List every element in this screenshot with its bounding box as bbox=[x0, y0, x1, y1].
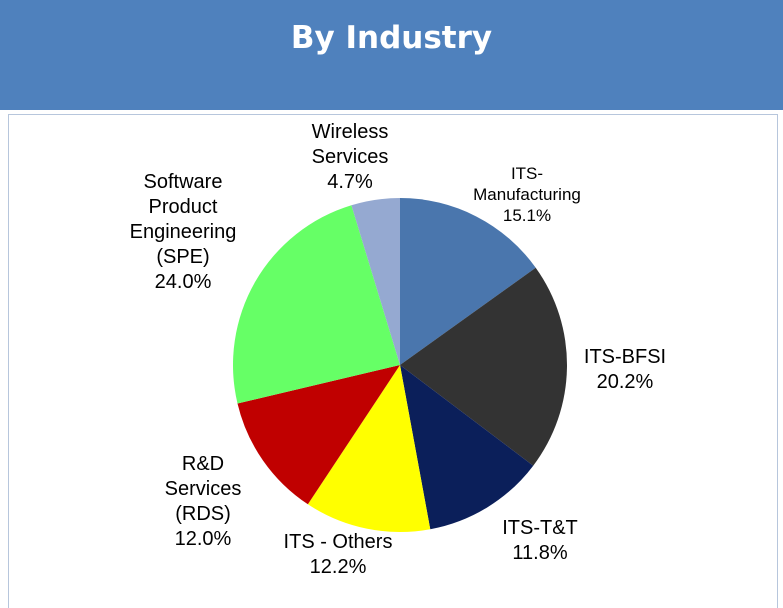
pie-slice bbox=[237, 365, 400, 505]
category-label: R&D Services (RDS) bbox=[164, 453, 242, 525]
pie-slice bbox=[400, 267, 567, 466]
value-label: 24.0% bbox=[154, 271, 212, 293]
value-label: 12.2% bbox=[309, 556, 367, 578]
slice-label: ITS-T&T 11.8% bbox=[502, 516, 578, 566]
value-label: 4.7% bbox=[327, 171, 373, 193]
value-label: 11.8% bbox=[512, 542, 568, 564]
pie-slice bbox=[400, 365, 534, 530]
category-label: ITS - Others bbox=[283, 531, 393, 553]
pie-slice bbox=[307, 365, 431, 532]
pie-slice bbox=[233, 205, 400, 404]
category-label: Wireless Services bbox=[311, 121, 389, 168]
pie-slice bbox=[351, 198, 400, 365]
header bbox=[0, 0, 783, 110]
chart-panel bbox=[8, 114, 778, 608]
value-label: 20.2% bbox=[596, 371, 654, 393]
category-label: Software Product Engineering (SPE) bbox=[129, 171, 237, 268]
slice-label: Wireless Services 4.7% bbox=[312, 120, 389, 195]
value-label: 12.0% bbox=[174, 528, 232, 550]
value-label: 15.1% bbox=[502, 206, 552, 225]
category-label: ITS-BFSI bbox=[583, 346, 667, 368]
chart-title: By Industry bbox=[290, 20, 493, 56]
slice-label: ITS - Others 12.2% bbox=[284, 530, 393, 580]
slice-label: Software Product Engineering (SPE) 24.0% bbox=[130, 170, 237, 295]
category-label: ITS- Manufacturing bbox=[473, 164, 581, 204]
slice-label: ITS-BFSI 20.2% bbox=[584, 345, 666, 395]
slice-label: R&D Services (RDS) 12.0% bbox=[165, 452, 242, 552]
pie-slice bbox=[400, 198, 536, 365]
slice-label: ITS- Manufacturing 15.1% bbox=[473, 163, 581, 226]
category-label: ITS-T&T bbox=[502, 517, 578, 539]
